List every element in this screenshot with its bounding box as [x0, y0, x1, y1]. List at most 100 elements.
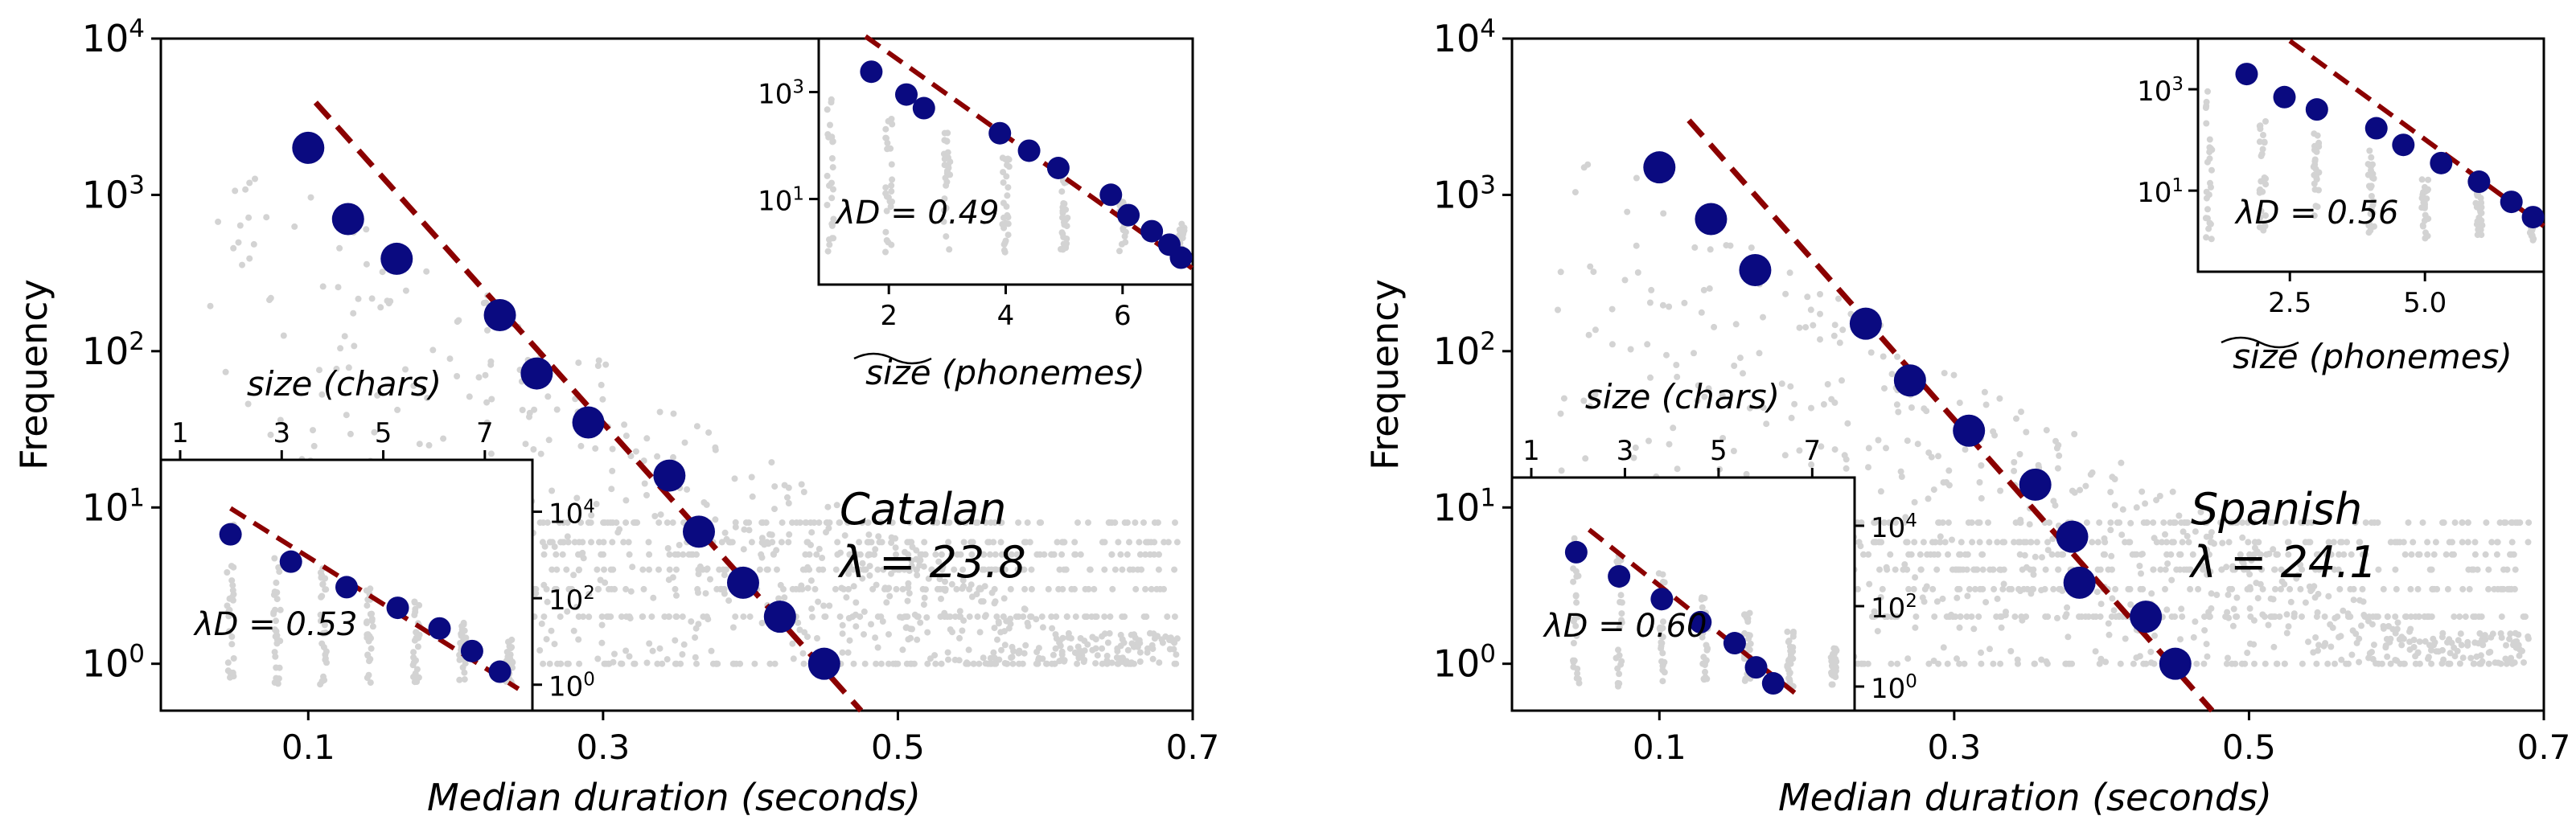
bg-point — [454, 373, 461, 379]
bg-point — [576, 660, 583, 667]
inset-bg-point — [1004, 211, 1011, 219]
bg-point — [394, 406, 401, 413]
bg-point — [684, 486, 691, 493]
inset-chars-frame — [1510, 476, 1856, 712]
bg-point — [2503, 642, 2509, 649]
bg-point — [2282, 568, 2290, 576]
bg-point — [991, 585, 998, 592]
bg-point — [466, 393, 473, 400]
bg-point — [2336, 585, 2344, 592]
bg-point — [541, 543, 548, 550]
bg-point — [1009, 660, 1017, 667]
bg-point — [926, 655, 934, 662]
bg-point — [1162, 633, 1169, 640]
bg-point — [1138, 566, 1145, 573]
bg-point — [602, 579, 609, 586]
bg-point — [2313, 660, 2320, 667]
inset-bg-point — [2208, 236, 2215, 243]
bg-point — [245, 214, 253, 221]
bg-point — [821, 613, 828, 621]
bg-point — [2016, 451, 2023, 457]
bg-point — [1007, 585, 1014, 592]
bg-point — [1911, 498, 1918, 506]
bg-point — [2358, 622, 2364, 629]
inset-bg-point — [229, 582, 236, 589]
bg-point — [1025, 622, 1032, 629]
binned-point — [1739, 254, 1772, 287]
inset-bg-point — [230, 655, 237, 662]
bg-point — [2217, 519, 2225, 527]
bg-point — [850, 583, 857, 590]
bg-point — [402, 287, 409, 294]
bg-point — [567, 585, 574, 592]
bg-point — [2019, 566, 2026, 573]
bg-point — [1791, 400, 1798, 408]
bg-point — [1674, 373, 1681, 380]
bg-point — [746, 519, 753, 527]
bg-point — [771, 506, 778, 513]
bg-point — [609, 539, 616, 546]
bg-point — [1986, 539, 1993, 546]
bg-point — [965, 646, 972, 654]
bg-point — [267, 294, 274, 301]
binned-point — [726, 566, 759, 599]
bg-point — [1958, 539, 1965, 546]
bg-point — [2315, 590, 2322, 597]
bg-point — [2083, 519, 2090, 527]
bg-point — [893, 585, 900, 592]
bg-point — [318, 391, 326, 398]
bg-point — [336, 244, 343, 252]
bg-point — [820, 602, 828, 609]
bg-point — [548, 539, 556, 546]
bg-point — [1167, 634, 1174, 642]
bg-point — [1921, 405, 1928, 412]
bg-point — [811, 519, 818, 527]
bg-point — [2056, 452, 2063, 459]
bg-point — [1103, 652, 1111, 659]
bg-point — [632, 448, 639, 455]
bg-point — [1756, 350, 1763, 357]
bg-point — [2138, 570, 2144, 577]
bg-point — [1905, 551, 1912, 558]
x-tick-label: 0.5 — [871, 728, 925, 767]
inset-bg-point — [275, 675, 282, 683]
bg-point — [1843, 465, 1850, 472]
inset-bg-point — [228, 563, 235, 570]
bg-point — [565, 539, 572, 546]
bg-point — [992, 551, 999, 558]
bg-point — [751, 660, 758, 667]
bg-point — [2169, 488, 2176, 495]
inset-bg-point — [2262, 118, 2269, 125]
bg-point — [2023, 585, 2031, 592]
inset-chars-lambda: λD = 0.60 — [1543, 608, 1707, 645]
bg-point — [681, 439, 688, 446]
bg-point — [2014, 656, 2021, 663]
inset-bg-point — [322, 656, 329, 663]
bg-point — [746, 527, 753, 534]
bg-point — [1099, 660, 1106, 667]
inset-bg-point — [318, 574, 325, 581]
bg-point — [811, 585, 819, 592]
binned-point — [380, 242, 413, 275]
bg-point — [244, 400, 252, 408]
bg-point — [2254, 595, 2262, 602]
inset-bg-point — [508, 658, 516, 666]
bg-point — [1964, 592, 1971, 600]
inset-bg-point — [414, 643, 421, 650]
bg-point — [2359, 566, 2366, 573]
inset-bg-point — [318, 592, 326, 600]
inset-phonemes-x-tick-label: 5.0 — [2403, 287, 2447, 319]
bg-point — [2456, 660, 2463, 667]
inset-chars-xlabel: size (chars) — [1585, 377, 1780, 416]
bg-point — [410, 382, 417, 389]
bg-point — [748, 539, 755, 546]
bg-point — [1994, 595, 2001, 602]
bg-point — [942, 585, 949, 592]
bg-point — [1136, 551, 1144, 558]
bg-point — [2139, 585, 2147, 592]
bg-point — [907, 634, 914, 642]
bg-point — [1736, 355, 1744, 362]
bg-point — [785, 539, 792, 546]
